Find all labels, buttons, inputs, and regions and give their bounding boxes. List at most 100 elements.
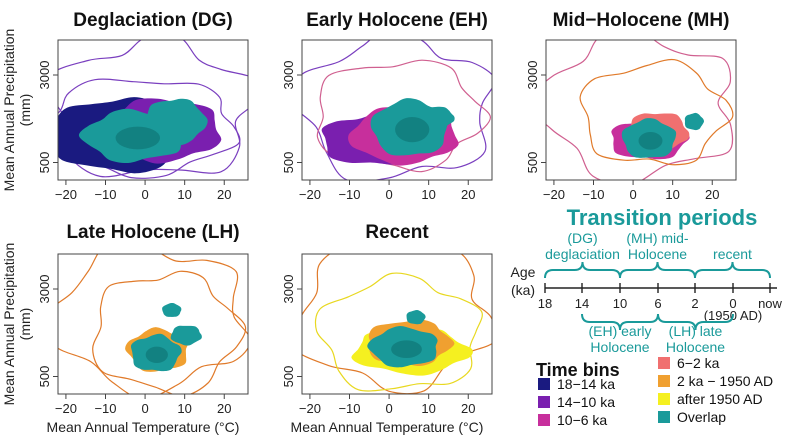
- x-tick-label: −10: [338, 401, 360, 416]
- legend-title: Time bins: [536, 360, 620, 380]
- x-tick-label: 20: [461, 401, 475, 416]
- contour-line: [58, 40, 248, 178]
- y-axis-label: Mean Annual Precipitation(mm): [1, 243, 33, 406]
- x-tick-label: 0: [141, 401, 148, 416]
- legend-label: 14−10 ka: [557, 394, 615, 410]
- panel-title: Late Holocene (LH): [66, 222, 239, 243]
- panel-frame: [301, 39, 493, 181]
- x-axis-label: Mean Annual Temperature (°C): [291, 419, 484, 435]
- overlap-core: [115, 126, 161, 150]
- x-tick-label: 10: [177, 187, 191, 202]
- panel-plot-area: [302, 254, 492, 394]
- x-tick-label: 10: [177, 401, 191, 416]
- x-tick-label: −10: [94, 401, 116, 416]
- panel-title: Recent: [365, 222, 429, 243]
- upper-period-label: recent: [713, 246, 752, 262]
- lower-brace: [581, 313, 659, 331]
- lower-period-label: Holocene: [666, 339, 725, 355]
- panel-plot-area: [302, 40, 492, 180]
- contour-line: [546, 40, 734, 180]
- timeline-tick-label: now: [758, 296, 782, 311]
- lower-period-label: (EH) early: [588, 323, 651, 339]
- panel-plot-area: [58, 40, 248, 179]
- region-overlap: [162, 302, 182, 317]
- panel-frame: [57, 39, 249, 181]
- region-overlap: [406, 310, 426, 325]
- lower-brace: [657, 313, 734, 331]
- timeline-tick-label: 0: [729, 296, 736, 311]
- region-overlap: [144, 98, 208, 146]
- x-tick-label: 20: [705, 187, 719, 202]
- panel-frame: [545, 39, 737, 181]
- upper-brace: [694, 261, 771, 279]
- x-tick-label: 0: [629, 187, 636, 202]
- panel-dg: Deglaciation (DG) −20 −10 0 10 20 500 3000 Mean …: [1, 10, 249, 202]
- contour-line: [58, 254, 248, 394]
- legend-swatch: [658, 357, 670, 369]
- legend-label: 10−6 ka: [557, 412, 607, 428]
- y-axis-label-line: Mean Annual Precipitation: [1, 29, 17, 192]
- x-tick-label: 20: [461, 187, 475, 202]
- y-tick-label: 3000: [37, 275, 52, 304]
- lower-period-label: Holocene: [590, 339, 649, 355]
- x-tick-label: 0: [385, 187, 392, 202]
- timeline-tick-label: 18: [538, 296, 552, 311]
- legend-swatch: [658, 393, 670, 405]
- contour-line: [92, 270, 247, 394]
- timeline-age-label: Age: [511, 264, 536, 280]
- contour-line: [579, 58, 734, 166]
- x-tick-label: −20: [299, 187, 321, 202]
- legend-swatch: [538, 378, 550, 390]
- timeline-title: Transition periods: [567, 205, 758, 230]
- overlap-core: [145, 346, 168, 363]
- contour-line: [316, 59, 491, 173]
- legend-label: 18−14 ka: [557, 376, 615, 392]
- legend-swatch: [538, 414, 550, 426]
- contour-line: [314, 272, 483, 392]
- y-tick-label: 3000: [281, 275, 296, 304]
- y-tick-label: 3000: [37, 61, 52, 90]
- panels: Deglaciation (DG) −20 −10 0 10 20 500 3000 Mean …: [1, 10, 737, 435]
- y-tick-label: 500: [37, 152, 52, 174]
- panel-title: Mid−Holocene (MH): [553, 10, 730, 31]
- timeline-tick-label: 10: [613, 296, 627, 311]
- x-tick-label: 0: [385, 401, 392, 416]
- x-tick-label: 10: [421, 401, 435, 416]
- panel-plot-area: [58, 254, 248, 394]
- legend-swatch: [658, 411, 670, 423]
- panel-plot-area: [546, 40, 734, 180]
- timeline-tick-label: 14: [575, 296, 589, 311]
- region-overlap: [684, 112, 704, 131]
- y-tick-label: 500: [281, 366, 296, 388]
- legend-label: 6−2 ka: [677, 355, 720, 371]
- upper-period-label: (DG): [567, 230, 597, 246]
- x-axis-label: Mean Annual Temperature (°C): [47, 419, 240, 435]
- panel-title: Deglaciation (DG): [73, 10, 232, 31]
- x-tick-label: −20: [543, 187, 565, 202]
- y-axis-label-line: Mean Annual Precipitation: [1, 243, 17, 406]
- panel-mh: Mid−Holocene (MH) −20 −10 0 10 20 500 3000: [525, 10, 737, 202]
- x-tick-label: −20: [55, 187, 77, 202]
- overlap-core: [638, 131, 663, 150]
- legend-swatch: [658, 375, 670, 387]
- x-tick-label: 0: [141, 187, 148, 202]
- x-tick-label: 10: [421, 187, 435, 202]
- y-axis-label: Mean Annual Precipitation(mm): [1, 29, 33, 192]
- legend-label: Overlap: [677, 409, 726, 425]
- x-tick-label: 10: [665, 187, 679, 202]
- x-tick-label: 20: [217, 187, 231, 202]
- x-tick-label: 20: [217, 401, 231, 416]
- y-axis-label-line: (mm): [17, 94, 33, 127]
- upper-period-label: deglaciation: [545, 246, 620, 262]
- upper-brace: [544, 261, 621, 279]
- region-overlap: [170, 325, 202, 346]
- legend-label: 2 ka − 1950 AD: [677, 373, 773, 389]
- y-tick-label: 3000: [281, 61, 296, 90]
- overlap-core: [395, 117, 430, 143]
- overlap-core: [391, 340, 422, 359]
- panel-eh: Early Holocene (EH) −20 −10 0 10 20 500 3000: [281, 10, 493, 202]
- x-tick-label: −10: [338, 187, 360, 202]
